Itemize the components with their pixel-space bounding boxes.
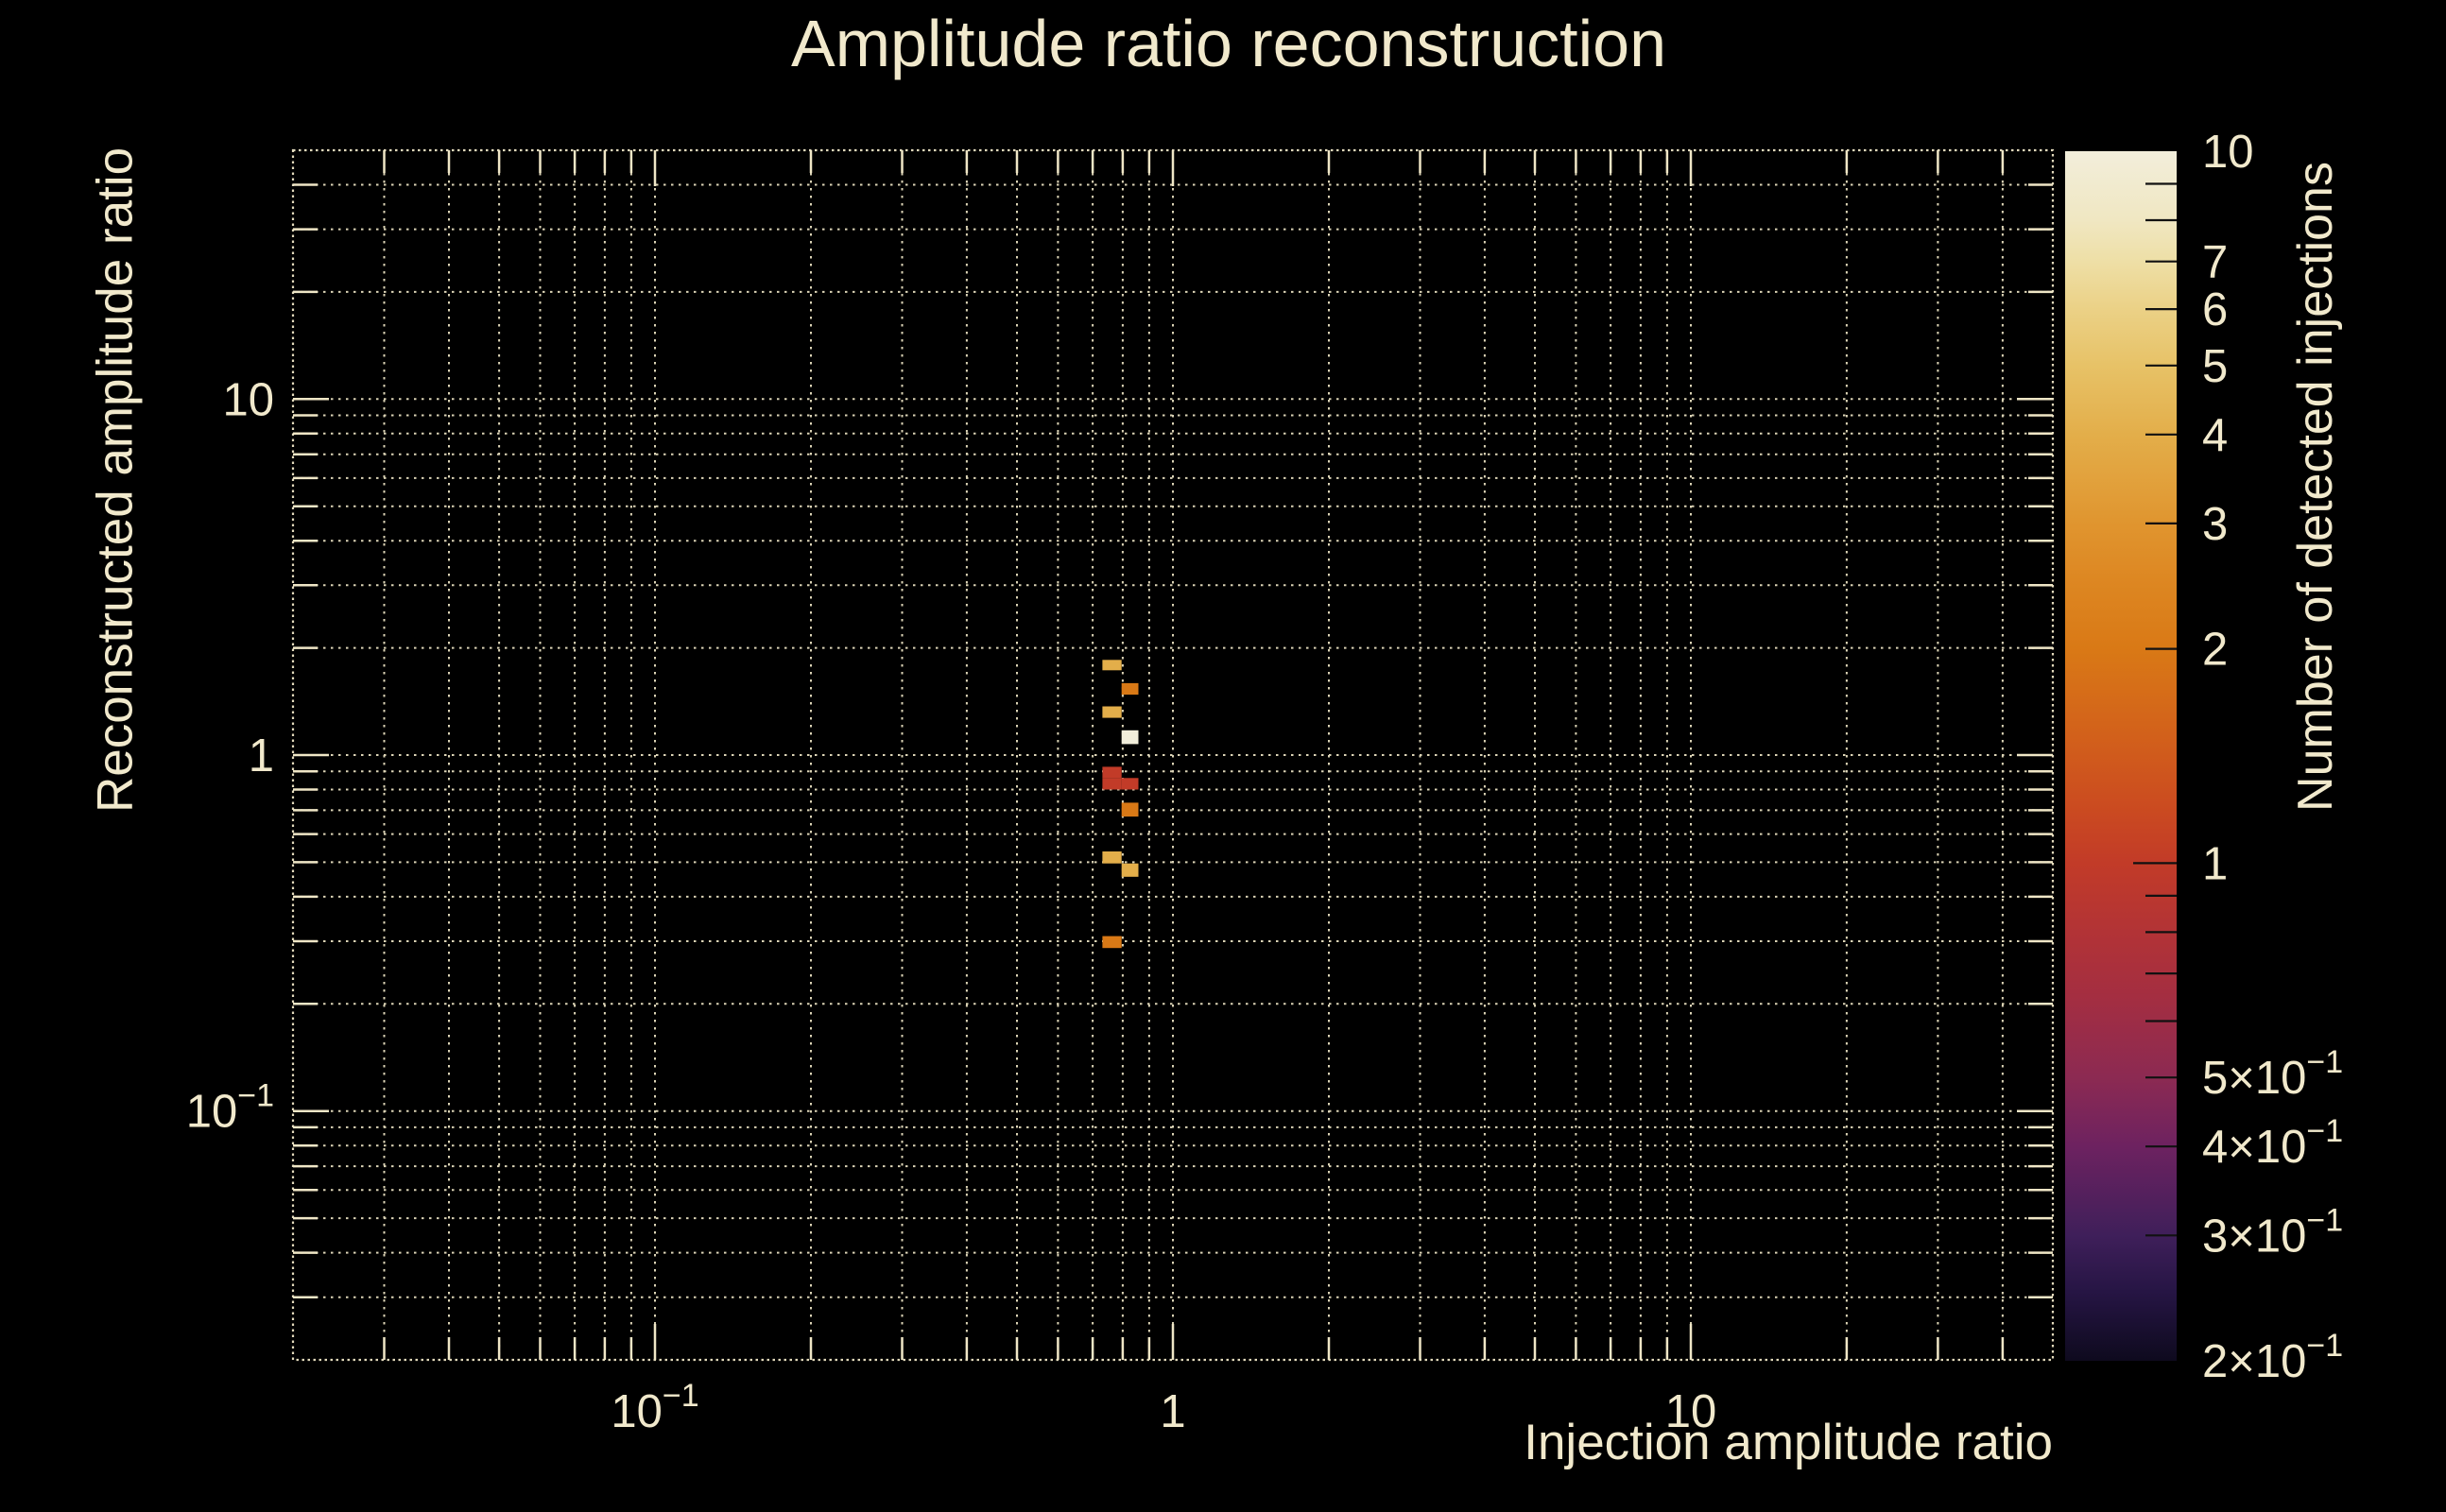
heatmap-cell — [1121, 682, 1139, 696]
colorbar-gradient — [2065, 151, 2177, 1361]
colorbar-title: Number of detected injections — [2288, 162, 2343, 812]
colorbar-tick-label: 3×10−1 — [2202, 1202, 2343, 1262]
x-tick-label: 10 — [1665, 1386, 1717, 1437]
x-tick-label: 10−1 — [611, 1378, 698, 1437]
heatmap-cell — [1102, 778, 1122, 790]
y-tick-label: 1 — [249, 730, 274, 782]
colorbar-tick-label: 4 — [2202, 410, 2228, 461]
colorbar-tick-label: 2 — [2202, 625, 2228, 676]
colorbar-tick-label: 6 — [2202, 284, 2228, 335]
heatmap-cell — [1102, 706, 1122, 718]
x-axis-title: Injection amplitude ratio — [1524, 1415, 2053, 1470]
colorbar-tick-label: 5 — [2202, 341, 2228, 392]
heatmap-cell — [1102, 851, 1122, 864]
heatmap-cell — [1121, 802, 1139, 817]
colorbar-tick-label: 3 — [2202, 499, 2228, 550]
heatmap-cell — [1102, 766, 1122, 779]
axis-ticks — [293, 150, 2053, 1360]
y-tick-label: 10 — [222, 374, 274, 425]
chart-title: Amplitude ratio reconstruction — [791, 7, 1666, 80]
colorbar-tick-label: 7 — [2202, 237, 2228, 288]
y-tick-labels: 10 1 10−1 — [186, 374, 274, 1137]
heatmap-cell — [1121, 863, 1139, 877]
colorbar-tick-label: 2×10−1 — [2202, 1328, 2343, 1387]
heatmap-cell — [1102, 936, 1122, 949]
gridlines — [293, 150, 2053, 1360]
y-tick-label: 10−1 — [186, 1078, 274, 1138]
colorbar-tick-label: 10 — [2202, 127, 2254, 178]
colorbar-ticks — [2133, 182, 2177, 1237]
heatmap-cell — [1121, 730, 1139, 745]
colorbar-tick-label: 1 — [2202, 838, 2228, 889]
heatmap-cell — [1102, 660, 1122, 671]
heatmap-cells — [1102, 660, 1139, 949]
colorbar-tick-label: 4×10−1 — [2202, 1113, 2343, 1173]
heatmap-cell — [1121, 778, 1139, 790]
y-axis-title: Reconstructed amplitude ratio — [87, 146, 144, 814]
colorbar-tick-label: 5×10−1 — [2202, 1044, 2343, 1104]
x-tick-label: 1 — [1160, 1386, 1185, 1437]
colorbar-tick-labels: 10 76 5 4 3 2 1 5×10−1 4×10−1 3×10−1 2×10−1 — [2202, 127, 2343, 1387]
